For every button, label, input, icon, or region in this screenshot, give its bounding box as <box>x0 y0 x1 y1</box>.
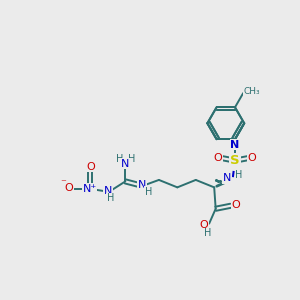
Text: O: O <box>86 162 94 172</box>
Text: O: O <box>200 220 208 230</box>
Text: O: O <box>231 200 240 210</box>
Text: O: O <box>214 153 222 163</box>
Text: S: S <box>230 154 240 167</box>
Text: ⁻: ⁻ <box>60 178 66 188</box>
Text: H: H <box>116 154 123 164</box>
Text: H: H <box>236 170 243 181</box>
Text: N: N <box>138 180 146 190</box>
Text: H: H <box>128 154 135 164</box>
Text: N⁺: N⁺ <box>82 184 97 194</box>
Text: O: O <box>64 183 73 193</box>
Text: N: N <box>223 173 232 183</box>
Text: H: H <box>107 194 114 203</box>
Text: CH₃: CH₃ <box>243 87 260 96</box>
Text: H: H <box>145 187 152 197</box>
Text: N: N <box>104 186 112 196</box>
Text: N: N <box>121 159 130 169</box>
Text: O: O <box>248 153 256 163</box>
Text: N: N <box>230 140 240 150</box>
Text: H: H <box>204 228 211 238</box>
